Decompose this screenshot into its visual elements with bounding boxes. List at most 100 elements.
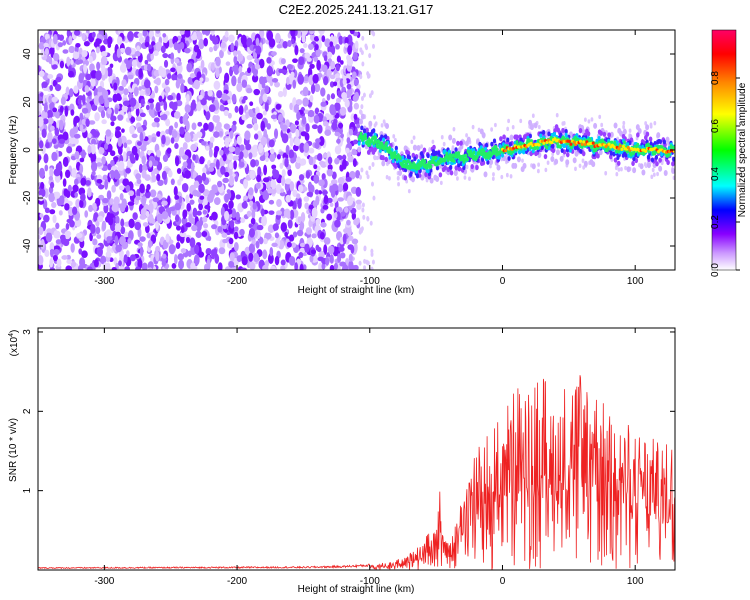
noise-blob: [147, 239, 153, 249]
signal-blob: [613, 157, 618, 163]
noise-blob: [119, 47, 126, 54]
noise-blob: [346, 83, 352, 90]
noise-blob: [282, 87, 287, 98]
noise-blob: [51, 151, 58, 162]
signal-blob: [672, 156, 675, 162]
noise-blob: [360, 104, 364, 110]
noise-blob: [171, 130, 178, 139]
noise-blob: [45, 231, 53, 243]
noise-blob: [93, 131, 100, 137]
noise-blob: [229, 252, 235, 262]
noise-blob: [98, 30, 104, 35]
noise-blob: [75, 232, 83, 239]
noise-blob: [115, 244, 122, 253]
signal-halo-blob: [412, 135, 416, 140]
noise-blob: [266, 180, 272, 189]
noise-blob: [286, 64, 293, 70]
noise-blob: [105, 129, 112, 137]
noise-blob: [58, 119, 64, 131]
signal-blob: [388, 145, 392, 150]
signal-blob: [598, 149, 603, 156]
noise-blob: [246, 123, 253, 129]
noise-blob: [155, 102, 161, 113]
noise-blob: [102, 89, 109, 101]
noise-blob: [311, 207, 318, 219]
signal-halo-blob: [471, 124, 475, 130]
noise-blob: [117, 114, 124, 121]
signal-blob: [449, 170, 454, 176]
noise-blob: [182, 209, 187, 220]
noise-blob: [81, 250, 88, 258]
noise-blob: [167, 94, 174, 101]
noise-blob: [308, 147, 315, 154]
signal-peak-blob: [582, 140, 586, 144]
noise-blob: [275, 103, 282, 110]
noise-blob: [231, 93, 237, 104]
signal-halo-blob: [546, 160, 550, 165]
noise-blob: [155, 245, 161, 253]
signal-halo-blob: [600, 122, 604, 128]
noise-blob: [262, 93, 268, 103]
signal-halo-blob: [489, 164, 492, 169]
noise-blob: [60, 96, 66, 106]
noise-blob: [179, 30, 185, 35]
noise-blob: [146, 232, 151, 239]
noise-blob: [321, 190, 328, 195]
noise-blob: [70, 59, 74, 65]
noise-blob: [286, 241, 292, 248]
signal-halo-blob: [615, 172, 619, 177]
noise-blob: [190, 161, 195, 172]
noise-blob: [136, 141, 142, 146]
noise-blob: [239, 144, 245, 151]
noise-blob: [237, 53, 244, 62]
noise-blob: [190, 101, 197, 111]
signal-peak-blob: [569, 142, 573, 146]
noise-blob: [161, 253, 167, 259]
noise-blob: [207, 95, 212, 101]
noise-blob: [84, 210, 89, 218]
noise-blob: [180, 248, 187, 254]
noise-blob: [256, 112, 263, 120]
noise-blob: [310, 249, 317, 255]
noise-blob: [281, 133, 289, 144]
noise-blob: [297, 216, 302, 224]
colorbar-tick-label: 0.6: [710, 119, 721, 133]
noise-blob: [312, 200, 318, 208]
signal-blob: [493, 149, 497, 154]
signal-halo-blob: [590, 117, 594, 122]
noise-blob: [309, 94, 314, 103]
noise-blob: [41, 188, 46, 197]
noise-blob: [318, 262, 323, 270]
noise-blob: [212, 185, 219, 194]
noise-blob: [155, 41, 163, 52]
noise-blob: [255, 37, 260, 47]
noise-blob: [174, 194, 180, 200]
noise-blob: [66, 146, 73, 154]
noise-blob: [274, 232, 280, 239]
noise-blob: [65, 265, 72, 270]
noise-blob: [299, 221, 305, 230]
noise-blob: [129, 125, 135, 135]
signal-blob: [384, 134, 388, 139]
signal-halo-blob: [622, 120, 626, 126]
noise-blob: [66, 259, 73, 265]
colorbar-tick-label: 0.4: [710, 167, 721, 181]
noise-blob: [51, 96, 58, 103]
noise-blob: [329, 202, 334, 208]
noise-blob: [211, 211, 218, 221]
noise-blob: [338, 127, 343, 135]
noise-blob: [51, 201, 57, 209]
signal-blob: [609, 150, 613, 156]
noise-blob: [346, 195, 354, 206]
noise-blob: [230, 42, 235, 53]
noise-blob: [370, 251, 374, 257]
noise-blob: [313, 114, 320, 124]
noise-blob: [234, 105, 239, 113]
signal-blob: [496, 164, 501, 171]
noise-blob: [105, 251, 112, 258]
noise-blob: [202, 216, 208, 223]
noise-blob: [215, 56, 221, 67]
signal-blob: [429, 177, 434, 184]
noise-blob: [342, 77, 347, 86]
signal-peak-blob: [618, 144, 622, 148]
